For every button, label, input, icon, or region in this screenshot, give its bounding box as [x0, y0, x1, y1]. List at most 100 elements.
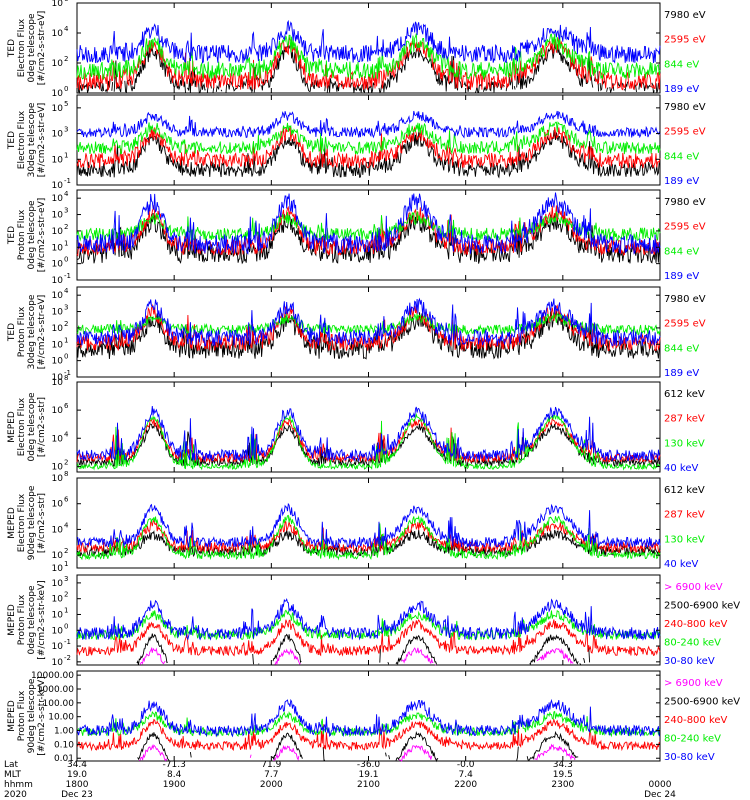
series-trace-2	[76, 33, 661, 81]
y-tick-label: 10	[52, 194, 64, 204]
y-axis-label-line: Electron Flux	[17, 493, 27, 552]
y-tick-exponent: -1	[64, 177, 71, 185]
y-tick-label: 10	[52, 642, 64, 652]
legend-entry: 612 keV	[664, 389, 705, 400]
y-axis-label-line: TED	[7, 226, 17, 245]
y-axis-label-line: 90deg telescope	[27, 485, 37, 560]
legend-entry: 189 eV	[664, 271, 699, 282]
y-tick-label: 10	[52, 308, 64, 318]
legend-entry: 844 eV	[664, 59, 699, 70]
x-row-value: 2200	[454, 780, 477, 790]
x-row-value: 19.1	[358, 770, 378, 780]
panel-meped-proton-0deg: > 6900 keV 2500-6900 keV 240-800 keV 80-240…	[7, 574, 740, 668]
series-trace-3	[76, 297, 661, 347]
legend-entry: 287 keV	[664, 414, 705, 425]
y-tick-exponent: 0	[64, 622, 68, 630]
y-tick-label: 10	[52, 564, 64, 574]
y-axis-label-line: MEPED	[7, 411, 17, 443]
y-tick-exponent: 1	[64, 336, 68, 344]
legend-entry: 2500-6900 keV	[664, 601, 740, 612]
y-axis-label-line: 0deg telescope	[27, 392, 37, 462]
y-tick-exponent: -1	[64, 272, 71, 280]
x-row-value: 2300	[551, 780, 574, 790]
series-trace-3	[76, 19, 661, 64]
y-axis-label-line: MEPED	[7, 507, 17, 539]
legend-entry: 612 keV	[664, 485, 705, 496]
x-row-label: 2020	[4, 790, 27, 800]
x-row-value: 1800	[66, 780, 89, 790]
y-tick-label: 10	[52, 211, 64, 221]
y-tick-label: 1.00	[54, 727, 74, 737]
series-trace-0	[140, 648, 593, 665]
y-tick-exponent: -1	[64, 638, 71, 646]
series-trace-3	[76, 110, 661, 139]
y-tick-label: 10	[52, 340, 64, 350]
y-axis-label-line: [#/cm2-s-str-eV]	[37, 295, 47, 370]
y-tick-label: 10	[52, 291, 64, 301]
y-axis-label-line: Proton Flux	[17, 306, 27, 357]
y-axis-label-line: 0deg telescope	[27, 200, 37, 270]
y-tick-exponent: 4	[64, 287, 69, 295]
legend-entry: 240-800 keV	[664, 619, 728, 630]
y-tick-exponent: 6	[64, 402, 69, 410]
series-trace-2	[76, 514, 661, 561]
series-trace-3	[76, 192, 661, 255]
legend-entry: 240-800 keV	[664, 715, 728, 726]
x-row-value: 0000	[649, 780, 672, 790]
legend-entry: 2595 eV	[664, 35, 706, 46]
legend-entry: 80-240 keV	[664, 638, 721, 649]
x-row-label: Lat	[4, 760, 19, 770]
y-axis-label-line: 30deg telescope	[27, 102, 37, 177]
y-tick-exponent: 8	[64, 470, 68, 478]
y-tick-exponent: 3	[64, 207, 68, 215]
y-tick-exponent: 2	[64, 547, 68, 555]
x-row-value: 19.5	[553, 770, 573, 780]
y-tick-label: 10	[52, 260, 64, 270]
y-tick-label: 10	[52, 373, 64, 383]
series-trace-2	[76, 718, 661, 752]
y-tick-exponent: 3	[64, 304, 68, 312]
y-tick-label: 100.00	[43, 699, 75, 709]
x-row-value: -36.0	[357, 760, 381, 770]
y-axis-label-line: 90deg telescope	[27, 678, 37, 753]
series-trace-3	[76, 406, 661, 462]
y-axis-label-line: Electron Flux	[17, 18, 27, 77]
x-row-value: 7.4	[459, 770, 474, 780]
y-tick-label: 10	[52, 276, 64, 286]
legend-entry: 7980 eV	[664, 294, 706, 305]
legend-entry: 844 eV	[664, 343, 699, 354]
x-row-value: Dec 23	[61, 790, 93, 800]
x-row-value: 1900	[163, 780, 186, 790]
y-tick-label: 1000.00	[37, 685, 74, 695]
legend-entry: 2595 eV	[664, 222, 706, 233]
y-tick-exponent: 1	[64, 560, 68, 568]
y-axis-label-line: [#/cm2-s-str-keV]	[37, 580, 47, 659]
y-tick-label: 10000.00	[31, 671, 74, 681]
y-axis-label-line: [#/cm2-s-str-eV]	[37, 103, 47, 178]
legend-entry: 7980 eV	[664, 102, 706, 113]
legend-entry: 2595 eV	[664, 127, 706, 138]
y-axis-label-line: 0deg telescope	[27, 585, 37, 655]
x-row-value: 71.9	[261, 760, 281, 770]
series-trace-3	[76, 502, 661, 549]
x-axis-annotations: Lat 34.4 -71.3 71.9 -36.0 -0.0 34.3 MLT 19.0 8.4 7…	[4, 760, 676, 800]
y-tick-label: 10	[52, 104, 64, 114]
y-tick-exponent: 2	[64, 55, 68, 63]
y-tick-exponent: 6	[64, 496, 69, 504]
y-tick-label: 10	[52, 474, 64, 484]
y-tick-label: 10	[52, 595, 64, 605]
legend-entry: > 6900 keV	[664, 678, 723, 689]
legend-entry: 130 keV	[664, 438, 705, 449]
x-row-value: -0.0	[457, 760, 475, 770]
y-tick-exponent: 2	[64, 223, 68, 231]
y-axis-label-line: Proton Flux	[17, 209, 27, 260]
x-row-value: 2000	[260, 780, 283, 790]
x-row-label: MLT	[4, 770, 22, 780]
legend-entry: > 6900 keV	[664, 582, 723, 593]
series-trace-0	[76, 129, 661, 179]
y-tick-exponent: 6	[64, 0, 69, 3]
